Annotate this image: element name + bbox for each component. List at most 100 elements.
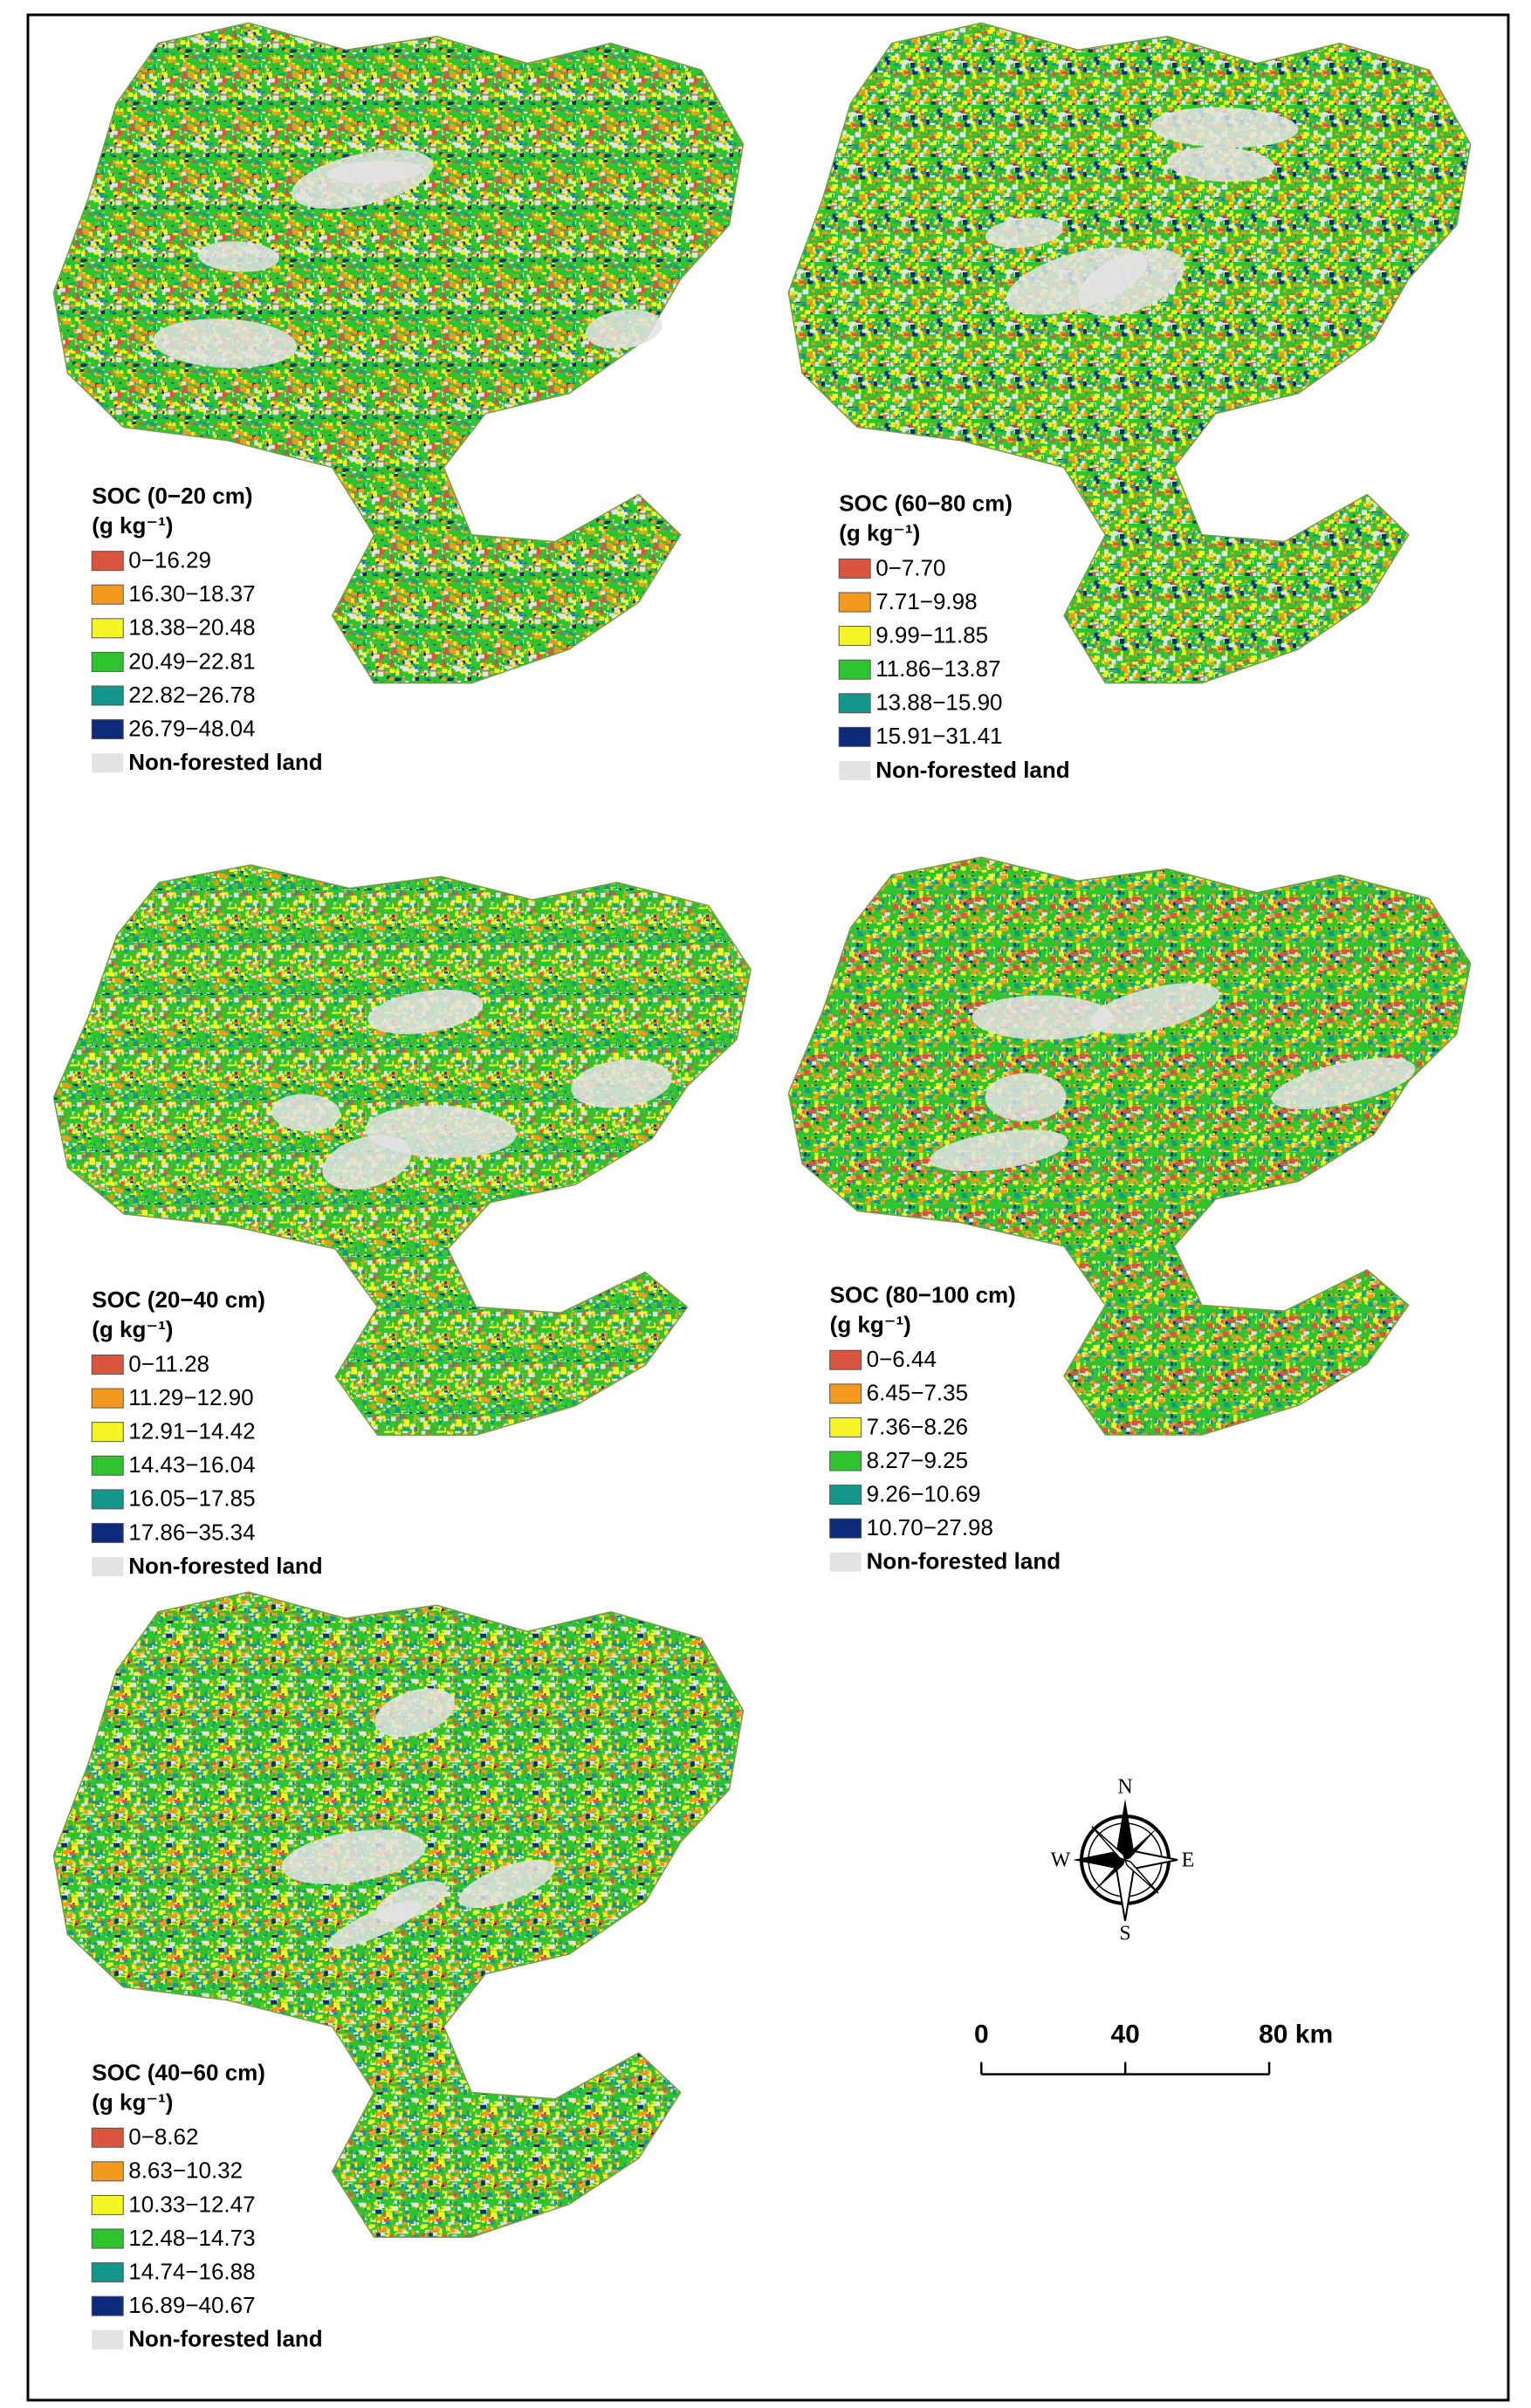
non-forest-area [291, 149, 434, 209]
legend-title: SOC (20−40 cm) [92, 1286, 265, 1313]
legend-swatch [92, 753, 124, 773]
legend-swatch [829, 1349, 862, 1370]
legend-label: 0−8.62 [128, 2123, 198, 2150]
legend-swatch [829, 1518, 862, 1539]
non-forest-area [153, 319, 298, 368]
legend-label: 7.36−8.26 [867, 1413, 968, 1439]
non-forest-area [1167, 147, 1275, 182]
legend-unit: (g kg⁻¹) [92, 512, 173, 539]
legend-label: 11.29−12.90 [128, 1384, 253, 1410]
legend-swatch [91, 2262, 124, 2283]
legend-swatch [829, 1417, 862, 1437]
map-panel [52, 1591, 745, 2239]
legend-label: 20.49−22.81 [128, 648, 255, 674]
legend-swatch [838, 659, 871, 680]
legend-label: 13.88−15.90 [875, 689, 1002, 716]
legend-label: 0−7.70 [875, 554, 945, 580]
legend-unit: (g kg⁻¹) [830, 1312, 911, 1338]
map-region [52, 22, 745, 684]
legend-swatch [838, 693, 871, 714]
legend-swatch [91, 1489, 124, 1510]
compass-point [1092, 1860, 1125, 1893]
legend-swatch [91, 719, 124, 740]
legend-label: 0−6.44 [867, 1346, 937, 1372]
legend-label: 15.91−31.41 [875, 723, 1002, 749]
non-forest-area [1089, 983, 1220, 1034]
legend-label: 22.82−26.78 [128, 682, 255, 708]
non-forest-area [985, 1073, 1067, 1122]
non-forest-area [197, 241, 279, 272]
non-forest-area [930, 1129, 1068, 1172]
legend-unit: (g kg⁻¹) [92, 2089, 173, 2116]
map-panel [787, 22, 1472, 684]
compass-w: W [1051, 1849, 1071, 1872]
legend-swatch [838, 726, 871, 747]
legend-label: 12.91−14.42 [128, 1418, 255, 1444]
legend-swatch [91, 551, 124, 572]
legend-swatch [838, 558, 871, 579]
map-panel [52, 864, 752, 1436]
legend-swatch [92, 1557, 124, 1577]
legend-label: Non-forested land [128, 749, 322, 775]
legend-label: 6.45−7.35 [867, 1380, 968, 1406]
legend: SOC (20−40 cm) (g kg⁻¹) 0−11.28 11.29−12.90… [91, 1286, 323, 1579]
legend-title: SOC (0−20 cm) [92, 483, 252, 509]
legend: SOC (40−60 cm) (g kg⁻¹) 0−8.62 8.63−10.32 10… [91, 2060, 323, 2352]
legend-label: 16.30−18.37 [128, 580, 255, 607]
legend-swatch [91, 2127, 124, 2148]
legend-label: 16.89−40.67 [128, 2292, 255, 2318]
legend-swatch [91, 1522, 124, 1543]
scale-bar-label: 80 km [1259, 2020, 1333, 2049]
legend-label: 12.48−14.73 [128, 2225, 255, 2251]
legend: SOC (60−80 cm) (g kg⁻¹) 0−7.70 7.71−9.98 9.9… [838, 491, 1070, 783]
legend-swatch [839, 760, 871, 780]
legend-label: Non-forested land [867, 1548, 1061, 1574]
legend-label: 16.05−17.85 [128, 1485, 255, 1512]
compass-point [1123, 1858, 1159, 1894]
non-forest-area [971, 995, 1114, 1040]
legend: SOC (80−100 cm) (g kg⁻¹) 0−6.44 6.45−7.35 7.… [829, 1282, 1061, 1574]
non-forest-area [322, 1135, 412, 1190]
non-forest-area [327, 1901, 422, 1948]
legend-swatch [91, 1388, 124, 1409]
legend-swatch [838, 592, 871, 613]
scale-bar-label: 0 [974, 2020, 989, 2049]
map-panel [52, 22, 745, 684]
non-forest-area [458, 1859, 556, 1909]
legend-swatch [91, 584, 124, 605]
scale-bar: 0 40 80 km [974, 2020, 1333, 2075]
frame [26, 13, 1510, 2402]
legend-title: SOC (40−60 cm) [92, 2060, 265, 2086]
non-forest-area [1271, 1058, 1416, 1110]
non-forest-area [985, 217, 1063, 249]
non-forest-area [367, 989, 484, 1034]
legend-swatch [91, 1455, 124, 1476]
compass-point [1073, 1851, 1125, 1869]
map-panel [787, 856, 1472, 1436]
non-forest-area [1150, 106, 1299, 148]
legend-label: 10.70−27.98 [867, 1514, 993, 1540]
legend-label: Non-forested land [128, 2326, 322, 2352]
compass-s: S [1119, 1923, 1130, 1945]
legend-label: 0−11.28 [128, 1350, 209, 1376]
legend-label: 18.38−20.48 [128, 614, 255, 641]
scale-bar-label: 40 [1111, 2020, 1140, 2049]
compass-point [1125, 1827, 1158, 1860]
legend-label: 0−16.29 [128, 547, 211, 573]
legend-label: 9.99−11.85 [875, 621, 988, 648]
compass-point [1116, 1799, 1134, 1860]
non-forest-area [585, 309, 663, 349]
legend-swatch [91, 1422, 124, 1443]
legend-label: 11.86−13.87 [875, 655, 1000, 682]
legend-swatch [91, 2228, 124, 2249]
legend-swatch [829, 1451, 862, 1472]
legend-swatch [838, 626, 871, 647]
legend-swatch [829, 1485, 862, 1506]
compass-n: N [1117, 1776, 1132, 1799]
legend-label: 14.74−16.88 [128, 2258, 255, 2284]
legend-unit: (g kg⁻¹) [839, 520, 920, 546]
legend-label: 7.71−9.98 [875, 588, 977, 614]
legend: SOC (0−20 cm) (g kg⁻¹) 0−16.29 16.30−18.37 1… [91, 483, 323, 775]
map-region [787, 22, 1472, 684]
